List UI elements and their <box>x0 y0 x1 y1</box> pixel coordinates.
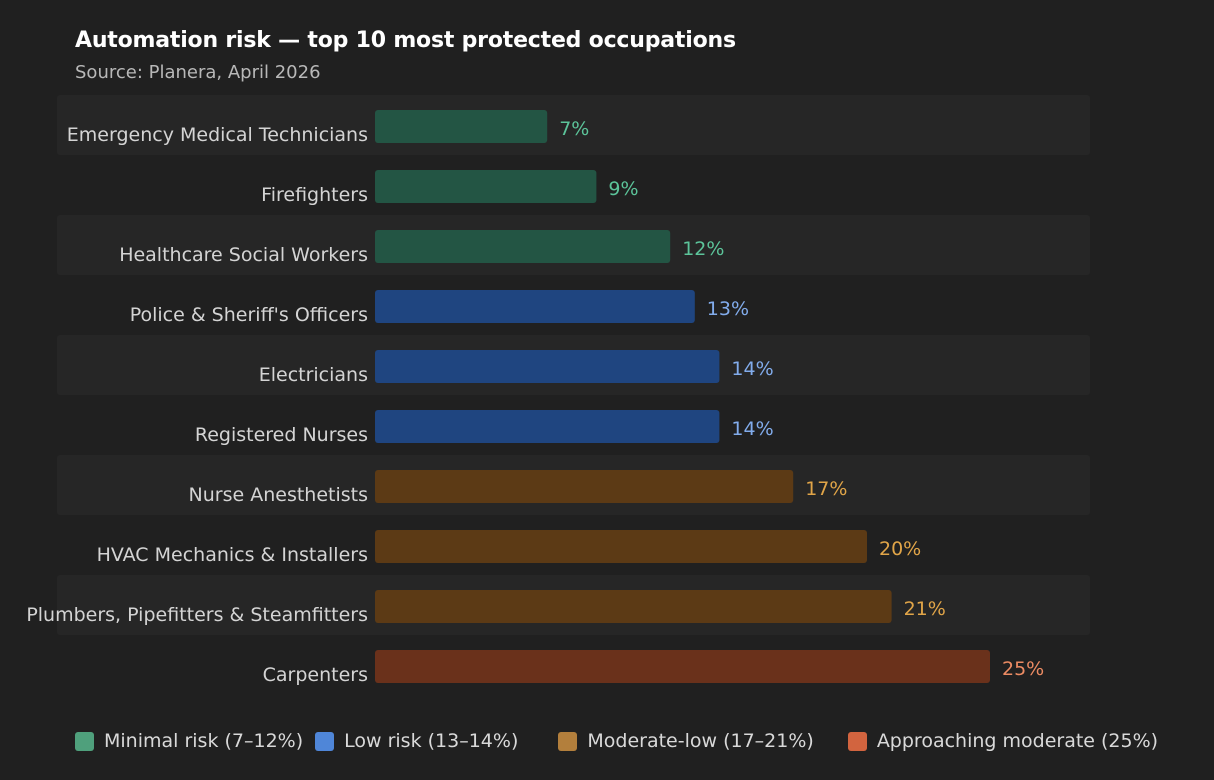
legend-label-minimal: Minimal risk (7–12%) <box>104 730 304 752</box>
legend-item-low: Low risk (13–14%) <box>315 730 518 752</box>
legend-label-low: Low risk (13–14%) <box>344 730 519 752</box>
chart-legend: Minimal risk (7–12%) Low risk (13–14%) M… <box>75 730 1170 752</box>
bar-carpenters <box>375 650 990 683</box>
legend-swatch-approaching-moderate <box>847 731 867 751</box>
value-label-plumbers-pipefitters-steamfitters: 21% <box>904 598 946 620</box>
value-label-hvac-mechanics-installers: 20% <box>879 538 921 560</box>
value-label-nurse-anesthetists: 17% <box>805 478 847 500</box>
category-label-hvac-mechanics-installers: HVAC Mechanics & Installers <box>97 544 368 566</box>
category-label-emergency-medical-technicians: Emergency Medical Technicians <box>67 124 368 146</box>
legend-swatch-moderate-low <box>558 731 578 751</box>
value-label-electricians: 14% <box>731 358 773 380</box>
bar-firefighters <box>375 170 597 203</box>
legend-swatch-low <box>315 731 335 751</box>
category-label-carpenters: Carpenters <box>263 664 368 686</box>
category-label-healthcare-social-workers: Healthcare Social Workers <box>119 244 368 266</box>
category-label-firefighters: Firefighters <box>261 184 368 206</box>
value-label-registered-nurses: 14% <box>731 418 773 440</box>
value-label-police-sheriff-s-officers: 13% <box>707 298 749 320</box>
bar-nurse-anesthetists <box>375 470 794 503</box>
value-label-firefighters: 9% <box>608 178 638 200</box>
category-label-nurse-anesthetists: Nurse Anesthetists <box>189 484 368 506</box>
category-label-electricians: Electricians <box>259 364 368 386</box>
legend-swatch-minimal <box>75 731 94 751</box>
value-label-carpenters: 25% <box>1002 658 1044 680</box>
legend-item-moderate-low: Moderate-low (17–21%) <box>558 730 814 752</box>
category-label-police-sheriff-s-officers: Police & Sheriff's Officers <box>130 304 368 326</box>
category-label-registered-nurses: Registered Nurses <box>195 424 368 446</box>
bar-hvac-mechanics-installers <box>375 530 867 563</box>
legend-item-minimal: Minimal risk (7–12%) <box>75 730 303 752</box>
value-label-emergency-medical-technicians: 7% <box>559 118 589 140</box>
bar-electricians <box>375 350 720 383</box>
bar-registered-nurses <box>375 410 720 443</box>
category-label-plumbers-pipefitters-steamfitters: Plumbers, Pipefitters & Steamfitters <box>26 604 368 626</box>
legend-label-moderate-low: Moderate-low (17–21%) <box>587 730 814 752</box>
bar-emergency-medical-technicians <box>375 110 548 143</box>
bar-police-sheriff-s-officers <box>375 290 695 323</box>
chart-subtitle: Source: Planera, April 2026 <box>75 62 321 83</box>
bar-plumbers-pipefitters-steamfitters <box>375 590 892 623</box>
row-band-emergency-medical-technicians <box>57 95 1090 155</box>
legend-label-approaching-moderate: Approaching moderate (25%) <box>876 730 1159 752</box>
bar-healthcare-social-workers <box>375 230 671 263</box>
chart-title: Automation risk — top 10 most protected … <box>75 28 736 53</box>
legend-item-approaching-moderate: Approaching moderate (25%) <box>847 730 1159 752</box>
value-label-healthcare-social-workers: 12% <box>682 238 724 260</box>
